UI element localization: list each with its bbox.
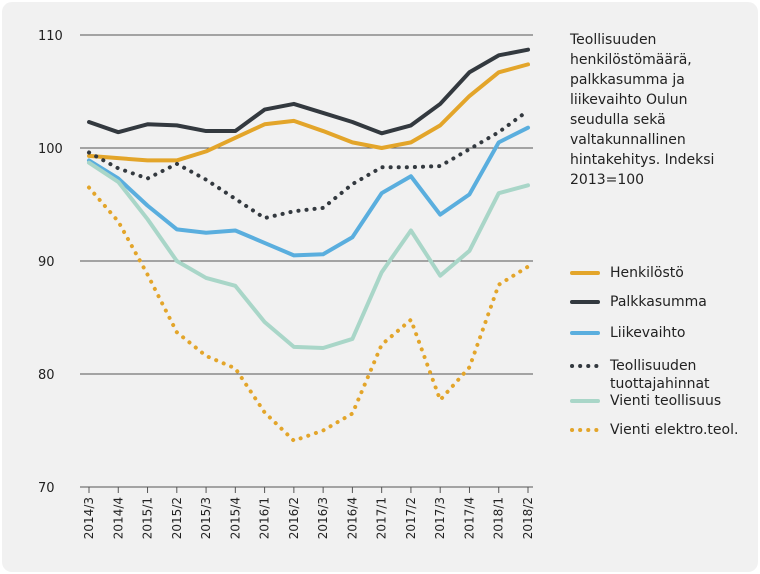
series-line xyxy=(87,160,530,351)
y-tick-label: 70 xyxy=(38,481,55,496)
legend-label: Teollisuuden tuottajahinnat xyxy=(610,358,710,392)
series-line xyxy=(87,185,530,443)
x-tick-label: 2015/3 xyxy=(199,497,213,539)
y-tick-label: 80 xyxy=(38,368,55,383)
legend-label: Henkilöstö xyxy=(610,265,684,281)
x-tick-label: 2016/1 xyxy=(258,497,272,539)
series-line xyxy=(87,125,530,258)
series-line xyxy=(87,47,530,136)
series-line xyxy=(87,62,530,163)
x-tick-label: 2014/4 xyxy=(111,497,125,539)
x-tick-label: 2016/4 xyxy=(345,497,359,539)
x-tick-label: 2015/4 xyxy=(228,497,242,539)
x-tick-label: 2015/2 xyxy=(170,497,184,539)
legend-label: Palkkasumma xyxy=(610,294,707,310)
x-tick-label: 2017/3 xyxy=(433,497,447,539)
y-tick-label: 90 xyxy=(38,255,55,270)
x-tick-label: 2017/4 xyxy=(462,497,476,539)
x-tick-label: 2014/3 xyxy=(82,497,96,539)
x-tick-label: 2016/3 xyxy=(316,497,330,539)
x-tick-label: 2016/2 xyxy=(287,497,301,539)
chart-title: Teollisuuden henkilöstömäärä, palkkasumm… xyxy=(570,32,715,188)
x-tick-label: 2018/1 xyxy=(492,497,506,539)
x-tick-label: 2015/1 xyxy=(141,497,155,539)
y-tick-label: 110 xyxy=(38,29,63,44)
x-tick-label: 2017/2 xyxy=(404,497,418,539)
legend-label: Vienti teollisuus xyxy=(610,393,722,409)
x-tick-label: 2018/2 xyxy=(521,497,535,539)
series-line xyxy=(87,108,530,221)
legend-label: Vienti elektro.teol. xyxy=(610,422,739,438)
x-tick-label: 2017/1 xyxy=(375,497,389,539)
y-tick-label: 100 xyxy=(38,142,63,157)
legend-label: Liikevaihto xyxy=(610,325,686,341)
